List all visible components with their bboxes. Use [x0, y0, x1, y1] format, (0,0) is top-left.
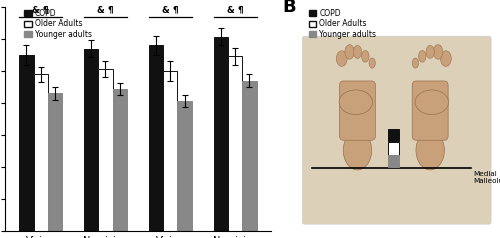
Legend: COPD, Older Adults, Younger adults: COPD, Older Adults, Younger adults: [306, 6, 378, 41]
Ellipse shape: [354, 45, 362, 58]
Text: Medial
Malleolus: Medial Malleolus: [474, 171, 500, 184]
Text: B: B: [283, 0, 296, 16]
Ellipse shape: [434, 45, 442, 59]
Ellipse shape: [336, 51, 347, 66]
Ellipse shape: [345, 45, 354, 59]
Bar: [34, 74, 48, 231]
Ellipse shape: [412, 58, 418, 68]
Bar: [84, 49, 98, 231]
Text: & ¶: & ¶: [227, 5, 244, 14]
Ellipse shape: [344, 131, 371, 170]
Ellipse shape: [369, 58, 376, 68]
Ellipse shape: [416, 131, 444, 170]
Bar: [112, 89, 127, 231]
FancyBboxPatch shape: [302, 36, 491, 224]
Ellipse shape: [440, 51, 452, 66]
Ellipse shape: [418, 50, 426, 62]
Bar: [48, 94, 62, 231]
Bar: [388, 143, 398, 155]
Text: & ¶: & ¶: [162, 5, 178, 14]
Bar: [178, 101, 192, 231]
Ellipse shape: [415, 90, 448, 114]
Bar: [149, 45, 163, 231]
Bar: [242, 81, 256, 231]
Bar: [214, 37, 228, 231]
Bar: [388, 129, 398, 141]
Bar: [163, 71, 178, 231]
Bar: [20, 55, 34, 231]
Bar: [98, 69, 112, 231]
Ellipse shape: [426, 45, 434, 58]
Bar: [228, 56, 242, 231]
Ellipse shape: [362, 50, 369, 62]
FancyBboxPatch shape: [412, 81, 448, 140]
FancyBboxPatch shape: [340, 81, 376, 140]
Text: & ¶: & ¶: [32, 5, 49, 14]
Bar: [388, 155, 398, 167]
Text: & ¶: & ¶: [97, 5, 114, 14]
Legend: COPD, Older Adults, Younger adults: COPD, Older Adults, Younger adults: [22, 6, 95, 41]
Ellipse shape: [339, 90, 372, 114]
